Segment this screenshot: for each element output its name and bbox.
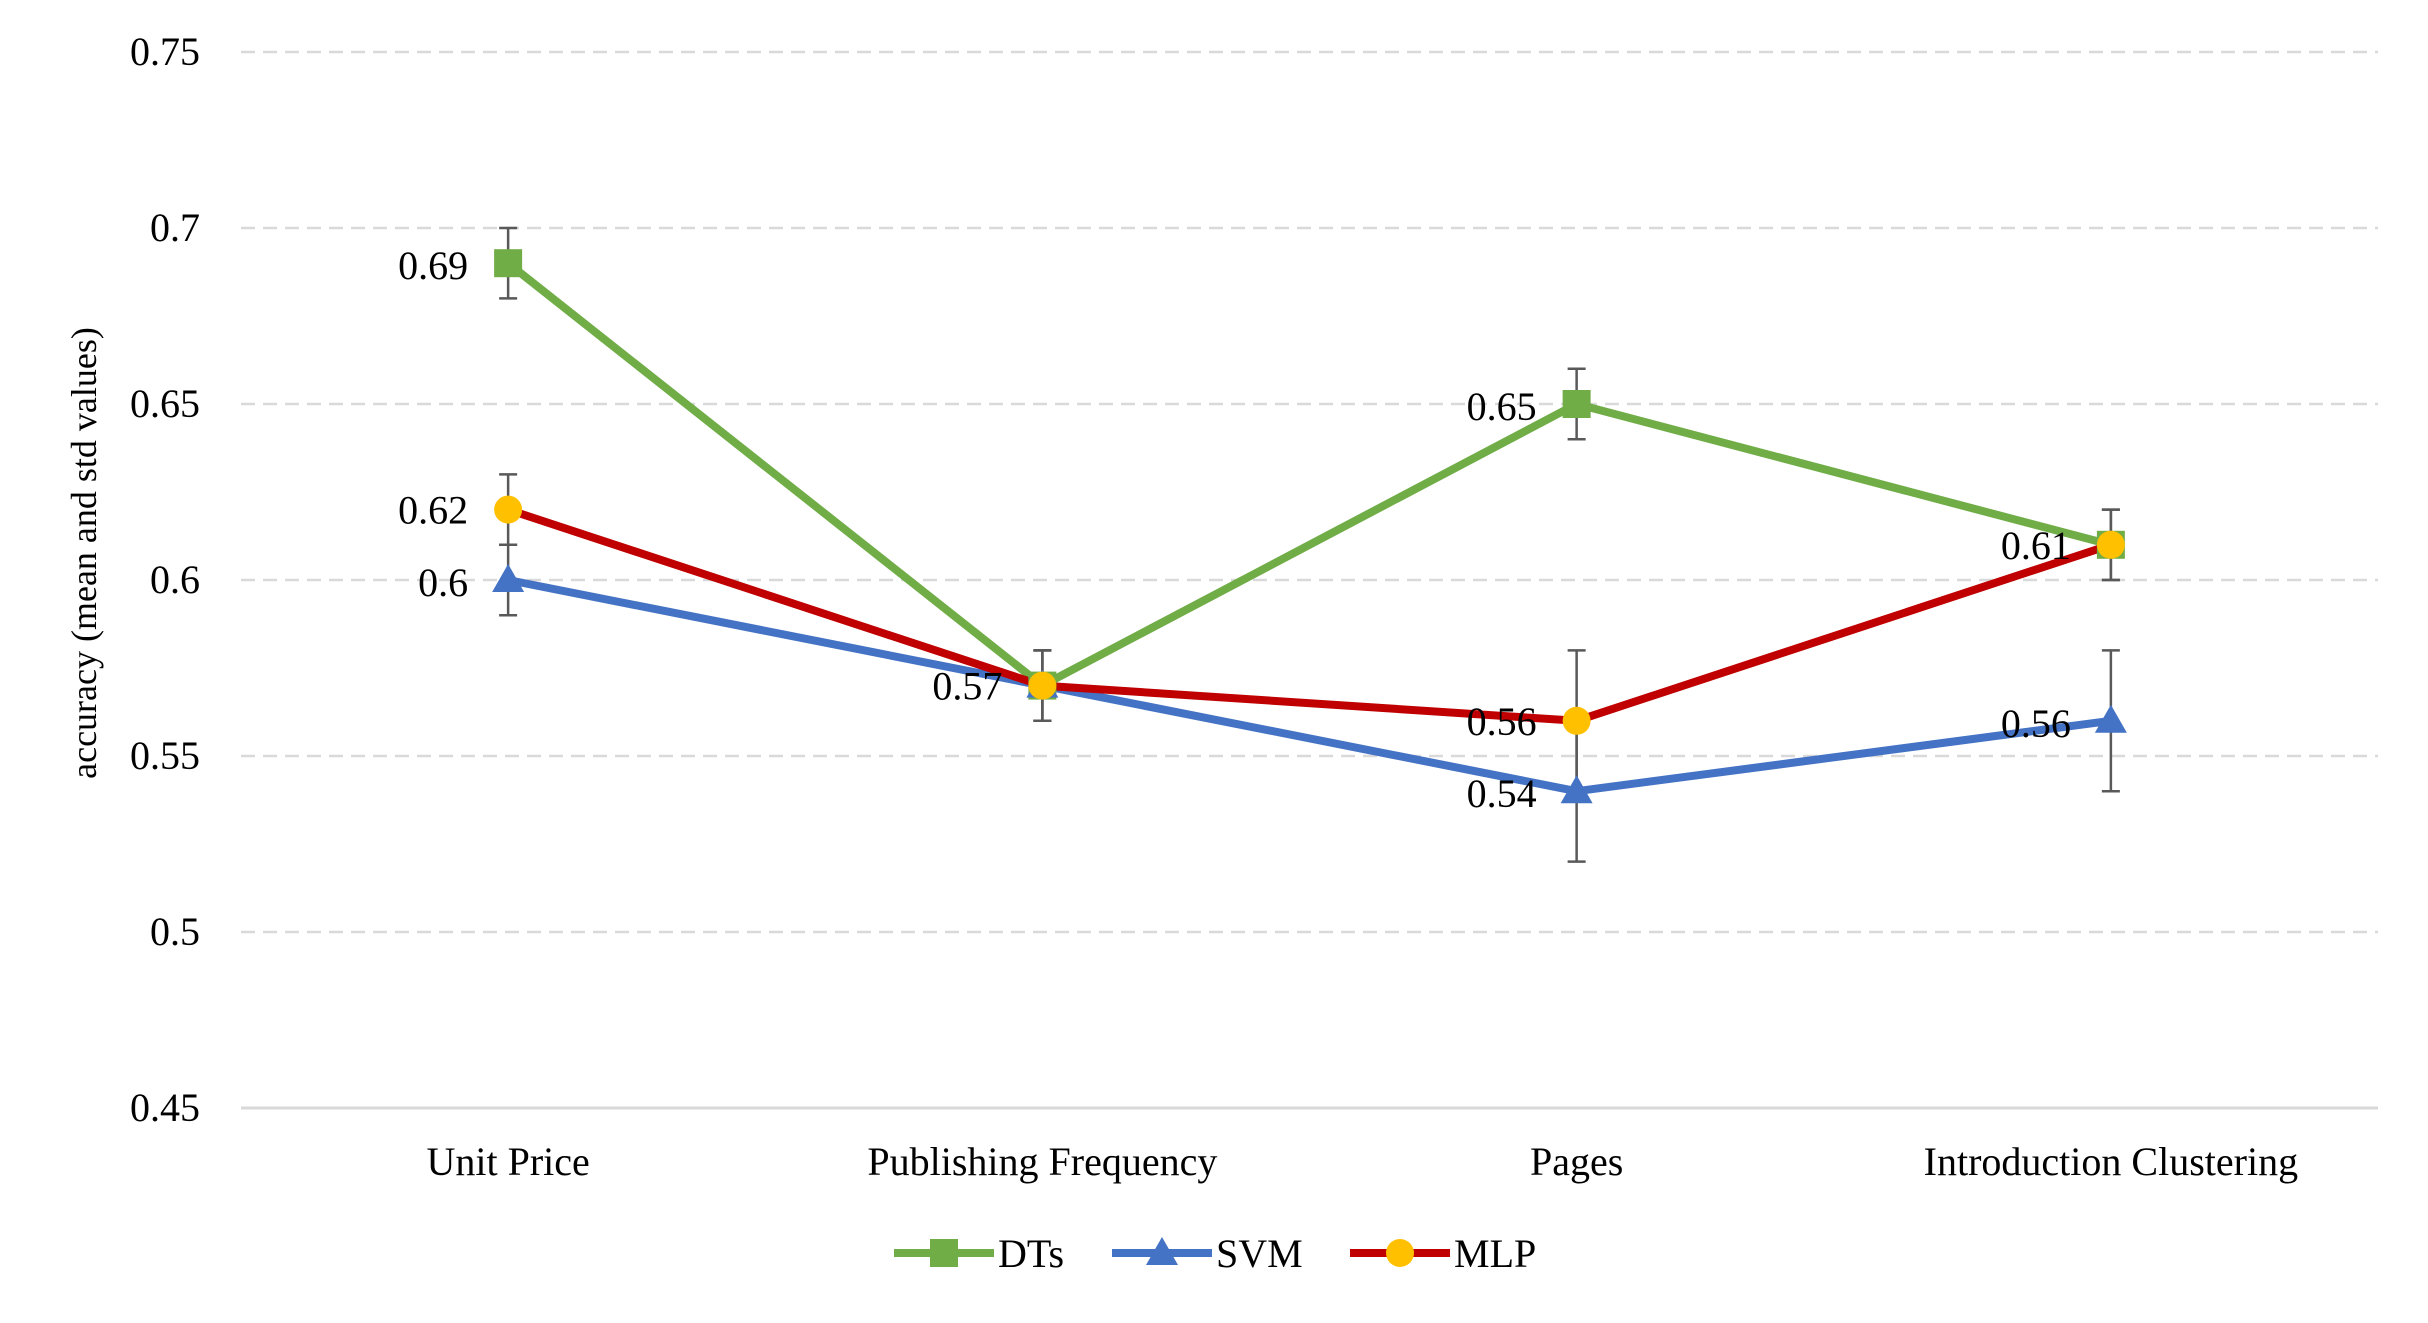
data-labels: 0.69 0.65 0.6 0.54 0.56 0.62 0.57 0.56 0.61 bbox=[398, 243, 2071, 816]
data-point-mlp bbox=[1562, 706, 1591, 735]
x-category-label: Publishing Frequency bbox=[867, 1139, 1217, 1184]
data-label-dts: 0.69 bbox=[398, 243, 468, 288]
y-tick-label: 0.55 bbox=[130, 733, 200, 778]
data-label-svm: 0.56 bbox=[2001, 701, 2071, 746]
data-label-mlp: 0.62 bbox=[398, 488, 468, 533]
series-line-mlp bbox=[506, 505, 2113, 725]
legend-marker bbox=[1146, 1237, 1178, 1265]
legend-item-dts: DTs bbox=[894, 1231, 1064, 1276]
series-line-svm bbox=[507, 576, 2112, 796]
legend-item-svm: SVM bbox=[1112, 1231, 1303, 1276]
legend-marker bbox=[930, 1239, 958, 1267]
data-label-dts: 0.65 bbox=[1467, 384, 1537, 429]
data-point-mlp bbox=[494, 495, 523, 524]
legend-label: DTs bbox=[998, 1231, 1064, 1276]
y-tick-label: 0.5 bbox=[150, 909, 200, 954]
data-label-mlp: 0.61 bbox=[2001, 523, 2071, 568]
series-line-dts bbox=[505, 260, 2112, 690]
data-point-mlp bbox=[1028, 671, 1057, 700]
legend-label: MLP bbox=[1454, 1231, 1536, 1276]
gridlines bbox=[241, 50, 2378, 934]
data-label-mlp: 0.56 bbox=[1467, 699, 1537, 744]
y-axis-title: accuracy (mean and std values) bbox=[64, 327, 104, 779]
data-point-mlp bbox=[2096, 530, 2125, 559]
data-point-svm bbox=[1560, 775, 1593, 804]
legend-marker bbox=[1386, 1239, 1414, 1267]
y-tick-label: 0.6 bbox=[150, 557, 200, 602]
y-axis-ticks: 0.45 0.5 0.55 0.6 0.65 0.7 0.75 bbox=[130, 29, 200, 1130]
legend-label: SVM bbox=[1216, 1231, 1303, 1276]
data-point-svm bbox=[492, 564, 525, 592]
legend: DTs SVM MLP bbox=[894, 1231, 1536, 1276]
x-category-label: Introduction Clustering bbox=[1924, 1139, 2298, 1184]
data-point-svm bbox=[2094, 704, 2127, 733]
data-label-svm: 0.6 bbox=[418, 560, 468, 605]
y-tick-label: 0.45 bbox=[130, 1085, 200, 1130]
data-point-dts bbox=[494, 249, 523, 278]
series-markers bbox=[492, 249, 2127, 804]
y-tick-label: 0.7 bbox=[150, 205, 200, 250]
data-point-dts bbox=[1562, 390, 1591, 418]
x-category-label: Pages bbox=[1530, 1139, 1623, 1184]
series-group bbox=[492, 226, 2127, 863]
y-tick-label: 0.75 bbox=[130, 29, 200, 74]
data-label-svm: 0.54 bbox=[1467, 771, 1537, 816]
x-axis: Unit Price Publishing Frequency Pages Intro… bbox=[241, 1106, 2378, 1184]
data-label-mlp: 0.57 bbox=[932, 664, 1002, 709]
y-tick-label: 0.65 bbox=[130, 381, 200, 426]
series-lines bbox=[505, 260, 2113, 796]
legend-item-mlp: MLP bbox=[1350, 1231, 1536, 1276]
x-category-label: Unit Price bbox=[426, 1139, 589, 1184]
